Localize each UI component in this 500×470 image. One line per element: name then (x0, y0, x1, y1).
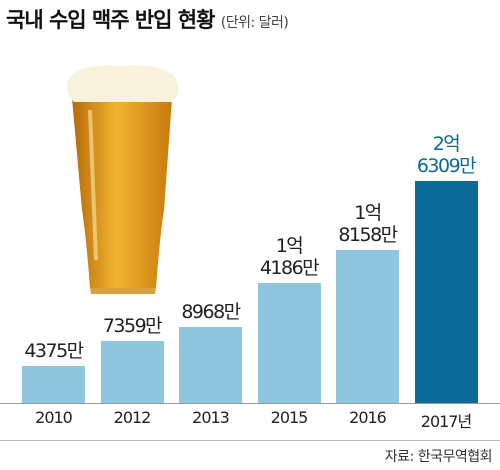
x-tick-label: 2012 (113, 408, 152, 427)
x-tick-label: 2015 (270, 408, 309, 427)
baseline (0, 403, 500, 404)
chart-title: 국내 수입 맥주 반입 현황 (6, 8, 215, 32)
x-tick-label: 2017년 (420, 412, 472, 431)
x-tick-label: 2013 (192, 408, 230, 427)
divider (0, 440, 500, 441)
bar (414, 181, 478, 403)
value-label: 7359만 (102, 314, 163, 337)
value-label: 1억 8158만 (338, 201, 398, 246)
x-tick-label: 2010 (35, 408, 73, 427)
value-label: 8968만 (181, 301, 241, 324)
source: 자료: 한국무역협회 (384, 449, 493, 465)
bar (22, 366, 85, 403)
value-label: 2억 6309만 (416, 133, 477, 177)
bar (336, 249, 399, 403)
unit-note: (단위: 달러) (220, 15, 289, 31)
x-tick-label: 2016 (349, 408, 387, 427)
bar (257, 283, 321, 403)
bar (100, 340, 164, 403)
value-label: 1억 4186만 (259, 235, 320, 280)
value-label: 4375만 (24, 340, 84, 363)
bar (179, 327, 242, 403)
beer-glass-illustration (66, 65, 179, 294)
title-block: 국내 수입 맥주 반입 현황 (단위: 달러) (6, 4, 289, 34)
